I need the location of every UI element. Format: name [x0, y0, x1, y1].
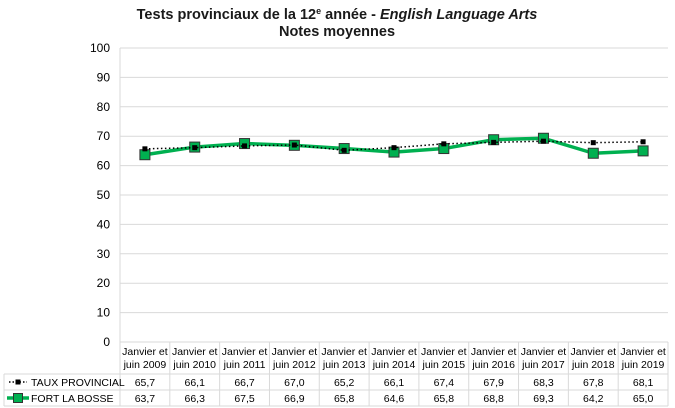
- data-table-cell: 67,4: [434, 377, 455, 389]
- category-label: Janvier et juin 2012: [272, 346, 318, 371]
- category-label: Janvier et juin 2010: [172, 346, 218, 371]
- y-tick-label: 0: [103, 335, 110, 349]
- data-table-cell: 66,1: [185, 377, 206, 389]
- category-label: Janvier et juin 2015: [421, 346, 467, 371]
- category-label-line: juin 2019: [621, 359, 665, 371]
- data-table-cell: 66,9: [284, 393, 305, 405]
- category-label-line: juin 2009: [123, 359, 167, 371]
- category-label: Janvier et juin 2017: [521, 346, 567, 371]
- category-label-line: juin 2011: [223, 359, 266, 371]
- category-label-line: juin 2017: [521, 359, 565, 371]
- data-point-taux-provincial: [242, 143, 248, 149]
- data-table-cell: 65,2: [334, 377, 355, 389]
- title-text-italic: English Language Arts: [380, 7, 537, 23]
- data-table-cell: 67,9: [483, 377, 504, 389]
- category-label-line: Janvier et: [122, 346, 168, 358]
- category-label-line: juin 2018: [571, 359, 615, 371]
- y-tick-label: 20: [97, 276, 111, 290]
- y-tick-label: 30: [97, 247, 111, 261]
- category-label-line: Janvier et: [371, 346, 417, 358]
- category-label-line: juin 2012: [272, 359, 316, 371]
- data-table-cell: 66,7: [234, 377, 255, 389]
- category-label-line: Janvier et: [620, 346, 666, 358]
- data-point-taux-provincial: [590, 140, 596, 146]
- data-point-taux-provincial: [640, 139, 646, 145]
- category-label-line: juin 2016: [471, 359, 515, 371]
- y-tick-label: 60: [97, 159, 111, 173]
- data-table-cell: 67,5: [234, 393, 255, 405]
- category-label-line: juin 2014: [372, 359, 416, 371]
- category-label-line: juin 2013: [322, 359, 366, 371]
- category-label-line: juin 2010: [172, 359, 216, 371]
- data-table-cell: 63,7: [135, 393, 156, 405]
- data-table-cell: 69,3: [533, 393, 554, 405]
- category-label: Janvier et juin 2013: [321, 346, 367, 371]
- category-label-line: Janvier et: [521, 346, 567, 358]
- data-table-cell: 68,1: [633, 377, 654, 389]
- plot-area: [139, 132, 649, 161]
- data-table-cell: 66,1: [384, 377, 405, 389]
- y-tick-label: 100: [90, 41, 110, 55]
- data-table-cell: 64,6: [384, 393, 405, 405]
- data-table-cell: 67,0: [284, 377, 305, 389]
- category-label: Janvier et juin 2016: [471, 346, 517, 371]
- y-tick-label: 90: [97, 70, 111, 84]
- category-label: Janvier et juin 2014: [371, 346, 417, 371]
- y-tick-label: 50: [97, 188, 111, 202]
- category-label: Janvier et juin 2019: [620, 346, 666, 371]
- category-label-line: Janvier et: [222, 346, 268, 358]
- data-point-taux-provincial: [291, 142, 297, 148]
- category-label-line: Janvier et: [272, 346, 318, 358]
- legend-label: FORT LA BOSSE: [31, 393, 113, 405]
- data-point-taux-provincial: [540, 138, 546, 144]
- data-point-taux-provincial: [491, 139, 497, 145]
- category-label: Janvier et juin 2011: [222, 346, 268, 371]
- category-label-line: Janvier et: [571, 346, 617, 358]
- category-label-line: Janvier et: [321, 346, 367, 358]
- data-point-taux-provincial: [441, 141, 447, 147]
- data-point-taux-provincial: [142, 146, 148, 152]
- chart-title: Tests provinciaux de la 12e année - Engl…: [137, 6, 538, 23]
- chart-subtitle: Notes moyennes: [279, 24, 395, 40]
- legend-key-marker: [15, 379, 21, 385]
- data-table-cell: 66,3: [185, 393, 206, 405]
- category-label-line: Janvier et: [471, 346, 517, 358]
- data-table-cell: 64,2: [583, 393, 604, 405]
- data-point-fort-la-bosse: [587, 147, 599, 159]
- data-point-taux-provincial: [391, 145, 397, 151]
- data-point-fort-la-bosse: [637, 145, 649, 157]
- y-tick-label: 10: [97, 306, 111, 320]
- title-text-mid: année -: [321, 7, 380, 23]
- y-tick-label: 80: [97, 100, 111, 114]
- data-table-cell: 68,8: [483, 393, 504, 405]
- data-table-cell: 65,8: [434, 393, 455, 405]
- gridlines: [120, 47, 668, 314]
- category-label-line: Janvier et: [172, 346, 218, 358]
- category-label-line: Janvier et: [421, 346, 467, 358]
- category-label: Janvier et juin 2018: [571, 346, 617, 371]
- data-table-cell: 65,8: [334, 393, 355, 405]
- data-table-cell: 67,8: [583, 377, 604, 389]
- category-label: Janvier et juin 2009: [122, 346, 168, 371]
- data-point-taux-provincial: [192, 145, 198, 151]
- title-text-main: Tests provinciaux de la 12: [137, 7, 316, 23]
- data-table-cell: 65,7: [135, 377, 156, 389]
- y-tick-label: 40: [97, 217, 111, 231]
- data-point-taux-provincial: [341, 147, 347, 153]
- y-axis: 0 10 20 30 40 50 60 70 80 90 100: [90, 41, 110, 349]
- legend-label: TAUX PROVINCIAL: [31, 377, 125, 389]
- legend-key-marker: [13, 393, 23, 403]
- category-label-line: juin 2015: [422, 359, 466, 371]
- title-superscript: e: [316, 6, 321, 16]
- y-tick-label: 70: [97, 129, 111, 143]
- data-table-cell: 68,3: [533, 377, 554, 389]
- data-table-cell: 65,0: [633, 393, 654, 405]
